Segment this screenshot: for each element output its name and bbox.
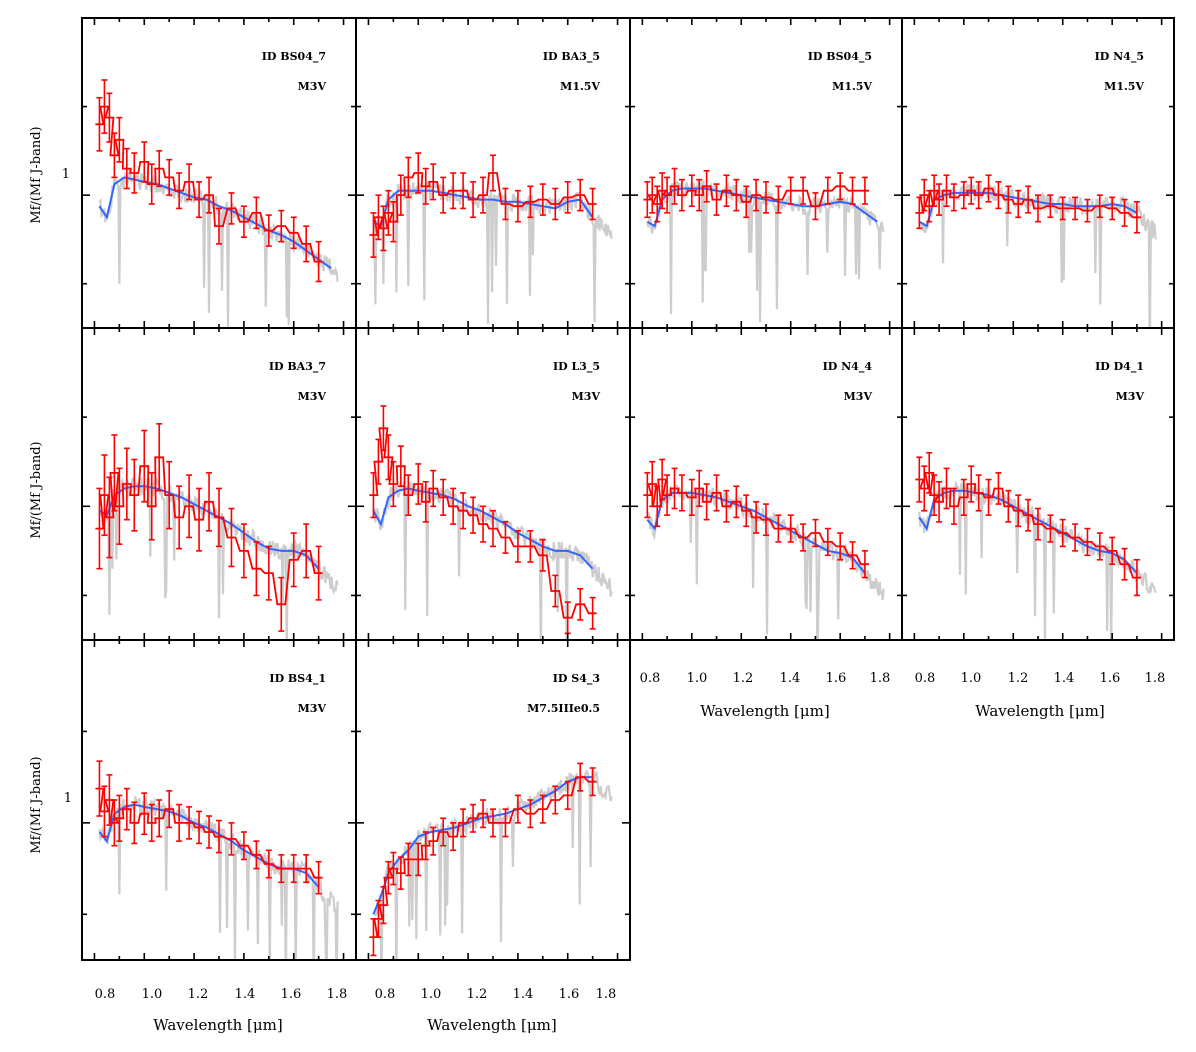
x-tick-label: 1.2 [1008,671,1029,686]
panel-frame [901,17,1175,329]
x-axis-label: Wavelength [μm] [427,1016,556,1034]
data-spectrum [643,185,869,208]
data-spectrum [915,472,1141,579]
panel-spectral-type-label: M7.5IIIe0.5 [527,702,600,715]
panel-id-label: ID N4_5 [1095,50,1144,64]
panel-id-label: ID BA3_5 [543,50,600,64]
template-spectrum [373,769,613,960]
model-fit-line [372,487,594,570]
panel-plot-area [915,174,1157,328]
panel-plot-area [95,760,339,960]
panel-id-label: ID BS04_7 [262,50,326,64]
panel-frame [81,17,357,329]
y-axis-label-row-3: Mf/(Mf J-band) [29,756,44,853]
panel-spectral-type-label: M3V [844,390,873,403]
panel-id-label: ID BS4_1 [269,672,326,686]
data-spectrum [95,787,323,879]
model-fit-line [372,189,594,228]
x-tick-label: 1.2 [733,671,754,686]
x-tick-label: 1.0 [687,671,708,686]
panel-spectral-type-label: M1.5V [832,80,872,93]
panel-3: ID BS04_5 M1.5V [629,17,903,329]
model-fit-line [372,776,593,915]
template-spectrum [372,179,613,324]
panel-spectral-type-label: M1.5V [560,80,600,93]
x-tick-label: 1.4 [513,987,534,1002]
x-tick-label: 1.0 [142,987,163,1002]
y-tick-label-row-3: 1 [64,791,72,806]
data-spectrum [95,105,323,263]
x-tick-label: 1.6 [1100,671,1121,686]
panel-id-label: ID N4_4 [823,360,873,374]
y-axis-label-row-2: Mf/(Mf J-band) [29,441,44,538]
x-tick-label: 1.8 [1145,671,1166,686]
x-axis-label: Wavelength [μm] [700,702,829,720]
template-spectrum [98,167,339,328]
x-tick-label: 1.6 [826,671,847,686]
x-tick-label: 0.8 [375,987,396,1002]
data-spectrum [643,478,869,566]
x-axis-label: Wavelength [μm] [975,702,1104,720]
panel-id-label: ID D4_1 [1095,360,1144,374]
panel-plot-area [643,458,885,640]
panel-spectral-type-label: M3V [298,80,327,93]
panel-plot-area [95,423,339,640]
panel-plot-area [369,762,613,960]
x-tick-label: 1.0 [961,671,982,686]
panel-7: ID N4_4 M3V [629,327,903,641]
x-tick-label: 1.4 [235,987,256,1002]
x-tick-label: 1.8 [596,987,617,1002]
x-tick-label: 0.8 [640,671,661,686]
panel-plot-area [95,79,339,328]
x-tick-label: 1.8 [327,987,348,1002]
x-tick-label: 1.6 [281,987,302,1002]
panel-spectral-type-label: M3V [572,390,601,403]
panel-plot-area [643,167,885,323]
x-tick-label: 1.6 [559,987,580,1002]
panel-id-label: ID S4_3 [553,672,600,686]
panel-id-label: ID L3_5 [553,360,600,374]
panel-10: ID S4_3 M7.5IIIe0.5 [355,639,631,961]
data-spectrum [369,427,597,619]
panel-spectral-type-label: M1.5V [1104,80,1144,93]
panel-plot-area [369,152,613,324]
x-tick-label: 1.2 [188,987,209,1002]
x-axis-label: Wavelength [μm] [153,1016,282,1034]
x-tick-label: 1.2 [467,987,488,1002]
panel-spectral-type-label: M3V [298,390,327,403]
x-axis-labels-group: 0.8 1.0 1.2 1.4 1.6 1.8 Wavelength [μm] … [95,671,1166,1034]
x-tick-label: 1.8 [870,671,891,686]
data-spectrum [95,456,323,606]
model-fit-line [98,485,320,570]
panel-plot-area [369,405,613,640]
panel-id-label: ID BA3_7 [269,360,326,374]
x-tick-label: 1.4 [780,671,801,686]
panel-id-label: ID BS04_5 [808,50,872,64]
y-tick-label-row-1: 1 [62,167,70,182]
x-tick-label: 1.0 [421,987,442,1002]
panel-8: ID D4_1 M3V [901,327,1175,641]
panel-spectral-type-label: M3V [1116,390,1145,403]
data-spectrum [369,776,597,938]
panel-1: ID BS04_7 M3V [81,17,357,329]
panel-6: ID L3_5 M3V [355,327,631,641]
x-tick-label: 0.8 [915,671,936,686]
panel-4: ID N4_5 M1.5V [901,17,1175,329]
x-tick-label: 1.4 [1054,671,1075,686]
panel-5: ID BA3_7 M3V [81,327,357,641]
model-fit-line [646,491,866,574]
panel-plot-area [915,451,1157,640]
panel-2: ID BA3_5 M1.5V [355,17,631,329]
panel-9: ID BS4_1 M3V [81,639,357,961]
data-spectrum [369,172,597,236]
panel-frame [901,327,1175,641]
data-spectrum [915,187,1141,219]
panel-spectral-type-label: M3V [298,702,327,715]
y-axis-label-row-1: Mf/(Mf J-band) [29,126,44,223]
model-fit-line [918,489,1138,574]
x-tick-label: 0.8 [95,987,116,1002]
